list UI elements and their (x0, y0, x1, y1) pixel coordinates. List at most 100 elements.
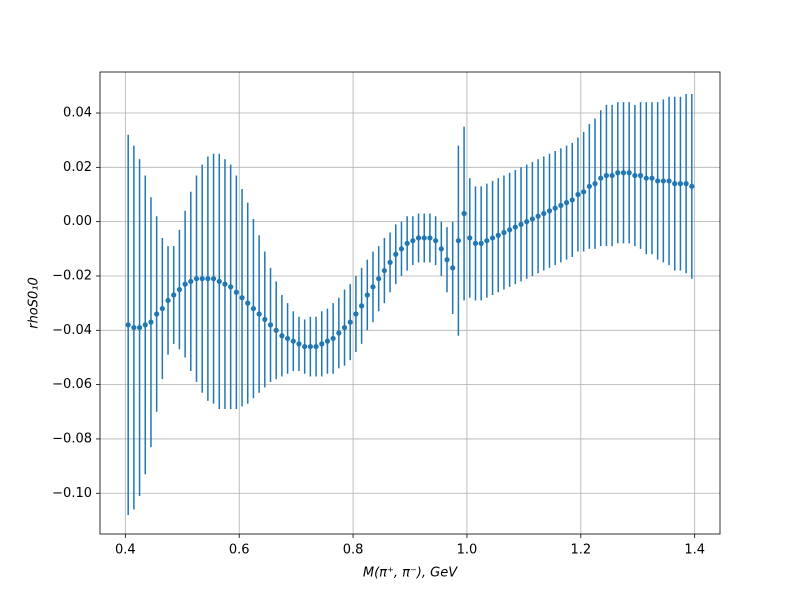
data-point (472, 240, 479, 246)
data-point (233, 289, 239, 295)
data-point (598, 175, 604, 181)
data-point (558, 202, 564, 208)
data-point (171, 292, 177, 298)
data-point (649, 175, 655, 181)
x-tick-label: 0.4 (115, 543, 136, 558)
data-point (148, 319, 154, 325)
data-point (461, 210, 467, 217)
data-point (216, 278, 222, 285)
data-point (666, 178, 672, 184)
axes-frame (99, 71, 721, 535)
data-point (154, 311, 160, 317)
data-point (279, 333, 285, 339)
data-point (330, 335, 336, 342)
data-point (546, 208, 553, 214)
data-point (592, 181, 598, 187)
y-tick-label: 0.04 (63, 106, 92, 121)
data-point (495, 232, 501, 238)
data-point (586, 183, 592, 189)
data-point (262, 316, 268, 323)
y-tick-label: 0.02 (63, 160, 92, 175)
data-point (182, 281, 188, 287)
data-point (210, 276, 217, 282)
data-point (563, 200, 570, 206)
data-point (655, 178, 661, 184)
data-point (672, 181, 678, 187)
data-point (336, 330, 342, 336)
data-point (370, 284, 376, 290)
y-tick-label: 0.00 (63, 214, 92, 229)
x-tick-label: 1.4 (684, 543, 705, 558)
data-point (455, 238, 461, 244)
data-point (410, 238, 416, 244)
data-point (421, 235, 427, 241)
x-axis-label: M(π⁺, π⁻), GeV (363, 566, 458, 581)
data-point (438, 246, 444, 252)
data-point (398, 246, 405, 252)
data-point (273, 327, 279, 333)
data-point (609, 172, 615, 179)
data-point (188, 278, 194, 285)
data-point (569, 197, 575, 203)
data-point (683, 181, 689, 187)
x-tick-label: 0.6 (229, 543, 250, 558)
data-point (415, 235, 422, 241)
data-point (376, 276, 382, 282)
data-point (478, 240, 484, 246)
x-tick-label: 1.0 (457, 543, 478, 558)
data-point (552, 205, 558, 211)
data-point (637, 172, 644, 179)
data-point (541, 210, 547, 217)
data-point (142, 322, 148, 328)
data-point (347, 319, 353, 325)
data-point (507, 227, 513, 233)
data-point (319, 341, 325, 347)
data-point (324, 338, 331, 344)
data-point (620, 170, 627, 176)
data-point (518, 221, 524, 227)
data-point (433, 238, 439, 244)
data-point (489, 235, 496, 241)
data-point (353, 311, 359, 317)
data-point (136, 324, 143, 331)
data-point (677, 181, 684, 187)
y-tick-label: −0.08 (52, 431, 92, 446)
y-tick-label: −0.06 (52, 377, 92, 392)
data-point (313, 343, 319, 350)
data-point (131, 324, 137, 331)
y-tick-label: −0.02 (52, 268, 92, 283)
data-point (364, 292, 370, 298)
data-point (205, 276, 211, 282)
data-point (302, 343, 308, 350)
data-point (632, 172, 638, 179)
data-point (427, 235, 433, 241)
data-point (267, 322, 274, 328)
x-tick-label: 0.8 (343, 543, 364, 558)
data-point (159, 305, 165, 312)
data-point (193, 276, 200, 282)
data-point (296, 341, 302, 347)
data-point (404, 240, 410, 246)
data-point (239, 295, 245, 301)
data-point (529, 216, 536, 222)
data-point (603, 172, 610, 179)
data-point (228, 284, 234, 290)
data-point (359, 303, 365, 309)
data-point (512, 224, 518, 230)
y-tick-label: −0.10 (52, 486, 92, 501)
data-point (393, 251, 399, 257)
data-point (176, 286, 183, 293)
data-point (467, 235, 473, 241)
data-point (387, 259, 393, 265)
data-point (290, 338, 296, 344)
data-point (575, 191, 581, 198)
data-point (256, 311, 262, 317)
data-point (615, 170, 621, 176)
data-point (125, 322, 131, 328)
data-point (222, 281, 228, 287)
data-point (524, 219, 530, 225)
y-tick-label: −0.04 (52, 323, 92, 338)
data-point (450, 265, 456, 271)
